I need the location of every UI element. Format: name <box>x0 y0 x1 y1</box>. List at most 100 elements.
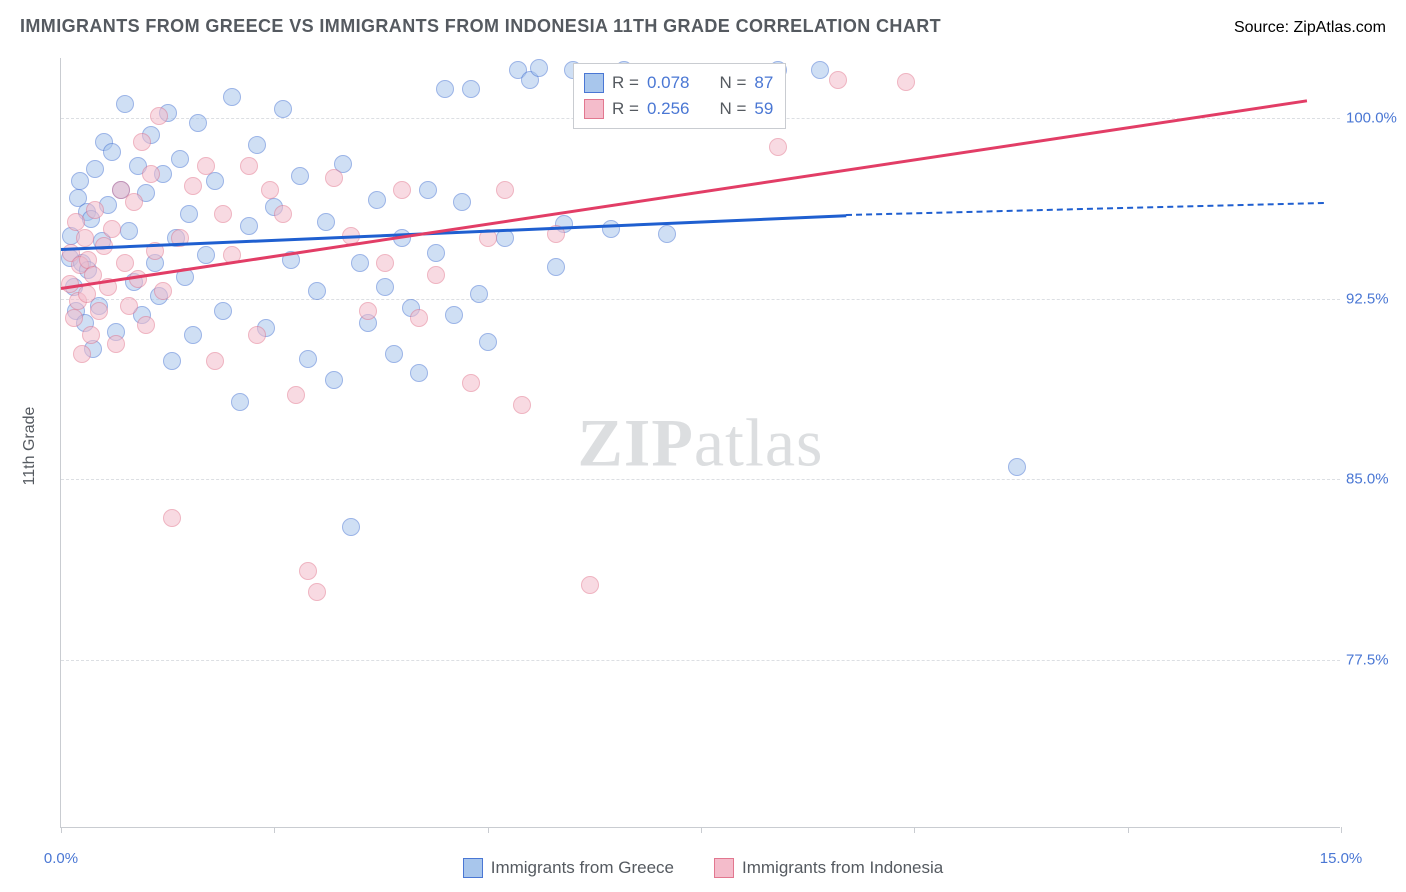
y-tick-label: 92.5% <box>1346 290 1402 307</box>
data-point <box>103 143 121 161</box>
stat-R-label: R = <box>612 70 639 96</box>
data-point <box>223 88 241 106</box>
x-tick <box>1341 827 1342 833</box>
data-point <box>116 95 134 113</box>
stat-N-value: 59 <box>754 96 773 122</box>
data-point <box>547 258 565 276</box>
data-point <box>287 386 305 404</box>
data-point <box>197 246 215 264</box>
data-point <box>78 285 96 303</box>
data-point <box>206 352 224 370</box>
x-tick <box>274 827 275 833</box>
trend-line <box>846 202 1324 216</box>
data-point <box>427 244 445 262</box>
data-point <box>419 181 437 199</box>
stats-legend: R = 0.078 N = 87 R = 0.256 N = 59 <box>573 63 786 129</box>
data-point <box>530 59 548 77</box>
stat-R-value: 0.256 <box>647 96 690 122</box>
data-point <box>393 181 411 199</box>
grid-line <box>61 660 1340 661</box>
y-tick-label: 77.5% <box>1346 651 1402 668</box>
data-point <box>410 309 428 327</box>
data-point <box>107 335 125 353</box>
legend-label-indonesia: Immigrants from Indonesia <box>742 858 943 878</box>
data-point <box>189 114 207 132</box>
data-point <box>376 254 394 272</box>
legend-swatch-greece <box>463 858 483 878</box>
data-point <box>184 177 202 195</box>
data-point <box>71 172 89 190</box>
data-point <box>299 562 317 580</box>
data-point <box>462 80 480 98</box>
data-point <box>513 396 531 414</box>
scatter-plot: ZIPatlas 77.5%85.0%92.5%100.0%0.0%15.0%R… <box>60 58 1340 828</box>
data-point <box>308 583 326 601</box>
x-tick <box>1128 827 1129 833</box>
stat-N-label: N = <box>719 96 746 122</box>
bottom-legend: Immigrants from Greece Immigrants from I… <box>0 858 1406 878</box>
data-point <box>410 364 428 382</box>
data-point <box>125 193 143 211</box>
stat-N-label: N = <box>719 70 746 96</box>
legend-item-indonesia: Immigrants from Indonesia <box>714 858 943 878</box>
watermark: ZIPatlas <box>578 403 824 482</box>
stat-R-label: R = <box>612 96 639 122</box>
data-point <box>299 350 317 368</box>
data-point <box>171 150 189 168</box>
data-point <box>342 518 360 536</box>
watermark-zip: ZIP <box>578 404 694 480</box>
data-point <box>142 165 160 183</box>
data-point <box>385 345 403 363</box>
data-point <box>317 213 335 231</box>
y-axis-label: 11th Grade <box>21 407 39 486</box>
data-point <box>445 306 463 324</box>
data-point <box>897 73 915 91</box>
data-point <box>67 213 85 231</box>
data-point <box>368 191 386 209</box>
x-tick <box>61 827 62 833</box>
data-point <box>308 282 326 300</box>
data-point <box>462 374 480 392</box>
source-label: Source: <box>1234 19 1294 36</box>
legend-item-greece: Immigrants from Greece <box>463 858 674 878</box>
data-point <box>133 133 151 151</box>
data-point <box>470 285 488 303</box>
data-point <box>120 297 138 315</box>
data-point <box>1008 458 1026 476</box>
data-point <box>65 309 83 327</box>
data-point <box>291 167 309 185</box>
data-point <box>154 282 172 300</box>
source: Source: ZipAtlas.com <box>1234 19 1386 37</box>
stats-legend-row: R = 0.256 N = 59 <box>584 96 773 122</box>
data-point <box>248 136 266 154</box>
data-point <box>436 80 454 98</box>
legend-swatch <box>584 73 604 93</box>
data-point <box>76 229 94 247</box>
grid-line <box>61 299 1340 300</box>
data-point <box>325 371 343 389</box>
data-point <box>73 345 91 363</box>
legend-swatch-indonesia <box>714 858 734 878</box>
data-point <box>479 333 497 351</box>
data-point <box>214 302 232 320</box>
stat-R-value: 0.078 <box>647 70 690 96</box>
data-point <box>103 220 121 238</box>
data-point <box>376 278 394 296</box>
data-point <box>811 61 829 79</box>
grid-line <box>61 479 1340 480</box>
data-point <box>351 254 369 272</box>
data-point <box>163 509 181 527</box>
data-point <box>180 205 198 223</box>
stats-legend-row: R = 0.078 N = 87 <box>584 70 773 96</box>
data-point <box>274 205 292 223</box>
x-tick <box>488 827 489 833</box>
data-point <box>137 316 155 334</box>
stat-N-value: 87 <box>754 70 773 96</box>
data-point <box>427 266 445 284</box>
data-point <box>231 393 249 411</box>
data-point <box>90 302 108 320</box>
data-point <box>658 225 676 243</box>
data-point <box>248 326 266 344</box>
watermark-atlas: atlas <box>694 404 824 480</box>
chart-title: IMMIGRANTS FROM GREECE VS IMMIGRANTS FRO… <box>20 16 941 37</box>
